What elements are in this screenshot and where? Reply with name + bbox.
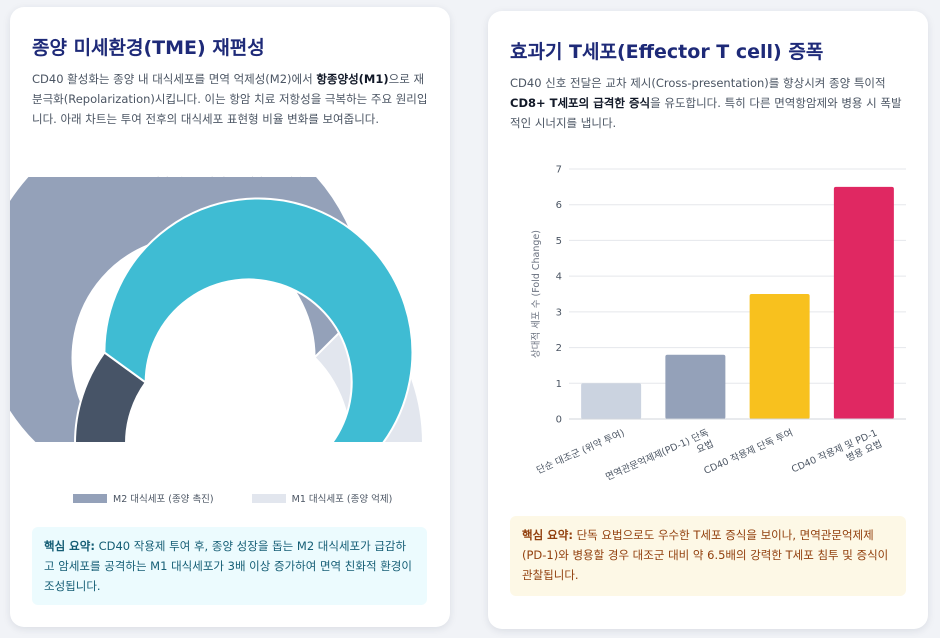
bar-y-tick-label: 0 — [556, 415, 562, 426]
tme-summary-text: CD40 작용제 투여 후, 종양 성장을 돕는 M2 대식세포가 급감하고 암… — [44, 539, 412, 593]
tcell-card: 효과기 T세포(Effector T cell) 증폭 CD40 신호 전달은 … — [488, 11, 928, 629]
bar-y-tick-label: 3 — [556, 307, 562, 318]
legend-swatch-m1 — [251, 493, 286, 503]
bar-y-axis-label: 상대적 세포 수 (Fold Change) — [530, 230, 542, 358]
tme-desc-bold: 항종양성(M1) — [316, 72, 389, 86]
bar-1[interactable] — [581, 383, 642, 419]
tme-card: 종양 미세환경(TME) 재편성 CD40 활성화는 종양 내 대식세포를 면역… — [10, 7, 450, 627]
bar-y-tick-label: 4 — [556, 272, 562, 283]
doughnut-legend: M2 대식세포 (종양 촉진) M1 대식세포 (종양 억제) — [73, 491, 392, 505]
bar-y-tick-label: 2 — [556, 343, 562, 354]
tcell-desc-text-1: CD40 신호 전달은 교차 제시(Cross-presentation)를 향… — [510, 76, 886, 90]
tme-summary-label: 핵심 요약: — [44, 539, 95, 553]
tcell-summary-box: 핵심 요약: 단독 요법으로도 우수한 T세포 증식을 보이나, 면역관문억제제… — [510, 516, 906, 596]
bar-2[interactable] — [665, 354, 726, 419]
tcell-card-title: 효과기 T세포(Effector T cell) 증폭 — [510, 41, 824, 63]
bar-4[interactable] — [833, 186, 894, 419]
bar-y-tick-label: 7 — [556, 165, 562, 176]
bar-x-tick-label: CD40 작용제 및 PD-1병용 요법 — [790, 427, 884, 487]
legend-swatch-m2 — [73, 493, 107, 503]
tme-desc-text-2: 으로 재분극화(Repolarization)시킵니다. 이는 항암 치료 저항… — [32, 72, 428, 126]
bar-3[interactable] — [749, 294, 810, 419]
bar-y-tick-label: 5 — [556, 236, 562, 247]
tcell-card-description: CD40 신호 전달은 교차 제시(Cross-presentation)를 향… — [510, 73, 910, 133]
bar-x-tick-label: CD40 작용제 단독 투여 — [702, 427, 795, 477]
tcell-desc-bold: CD8+ T세포의 급격한 증식 — [510, 96, 651, 110]
tme-summary-box: 핵심 요약: CD40 작용제 투여 후, 종양 성장을 돕는 M2 대식세포가… — [32, 527, 427, 605]
doughnut-inner-slice-m1[interactable] — [103, 197, 414, 444]
bar-y-tick-label: 6 — [556, 200, 562, 211]
tcell-summary-text: 단독 요법으로도 우수한 T세포 증식을 보이나, 면역관문억제제(PD-1)와… — [522, 528, 889, 582]
doughnut-chart — [10, 177, 425, 444]
bar-y-tick-label: 1 — [556, 379, 562, 390]
tme-card-title: 종양 미세환경(TME) 재편성 — [32, 37, 265, 59]
legend-label-m1: M1 대식세포 (종양 억제) — [291, 494, 393, 505]
tme-desc-text-1: CD40 활성화는 종양 내 대식세포를 면역 억제성(M2)에서 — [32, 72, 317, 86]
legend-label-m2: M2 대식세포 (종양 촉진) — [113, 494, 214, 505]
tme-card-description: CD40 활성화는 종양 내 대식세포를 면역 억제성(M2)에서 항종양성(M… — [32, 69, 432, 129]
tcell-desc-text-2: 을 유도합니다. 특히 다른 면역항암제와 병용 시 폭발적인 시너지를 냅니다… — [510, 96, 902, 130]
tcell-summary-label: 핵심 요약: — [522, 528, 573, 542]
